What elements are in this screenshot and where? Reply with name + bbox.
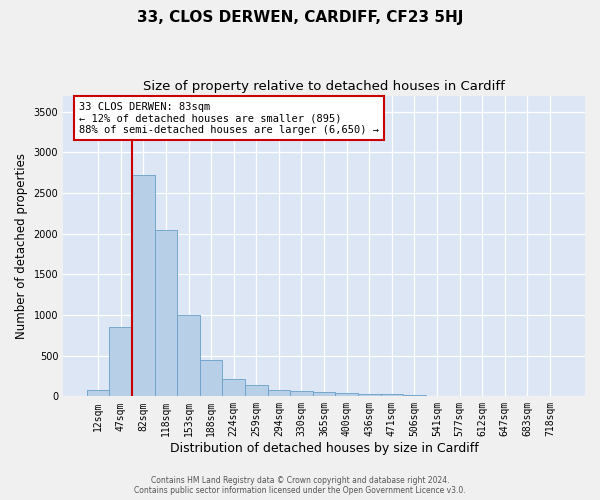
Bar bbox=[313, 392, 335, 396]
Bar bbox=[268, 390, 290, 396]
Bar bbox=[403, 395, 426, 396]
Bar bbox=[132, 175, 155, 396]
Bar bbox=[290, 392, 313, 396]
Bar bbox=[155, 230, 177, 396]
Bar bbox=[245, 385, 268, 396]
Bar bbox=[380, 394, 403, 396]
Bar bbox=[223, 379, 245, 396]
Bar bbox=[177, 315, 200, 396]
Text: Contains HM Land Registry data © Crown copyright and database right 2024.
Contai: Contains HM Land Registry data © Crown c… bbox=[134, 476, 466, 495]
Title: Size of property relative to detached houses in Cardiff: Size of property relative to detached ho… bbox=[143, 80, 505, 93]
Bar bbox=[87, 390, 109, 396]
Bar bbox=[335, 392, 358, 396]
Bar bbox=[358, 394, 380, 396]
Bar bbox=[200, 360, 223, 397]
Text: 33, CLOS DERWEN, CARDIFF, CF23 5HJ: 33, CLOS DERWEN, CARDIFF, CF23 5HJ bbox=[137, 10, 463, 25]
Y-axis label: Number of detached properties: Number of detached properties bbox=[15, 153, 28, 339]
X-axis label: Distribution of detached houses by size in Cardiff: Distribution of detached houses by size … bbox=[170, 442, 478, 455]
Bar bbox=[109, 327, 132, 396]
Text: 33 CLOS DERWEN: 83sqm
← 12% of detached houses are smaller (895)
88% of semi-det: 33 CLOS DERWEN: 83sqm ← 12% of detached … bbox=[79, 102, 379, 135]
